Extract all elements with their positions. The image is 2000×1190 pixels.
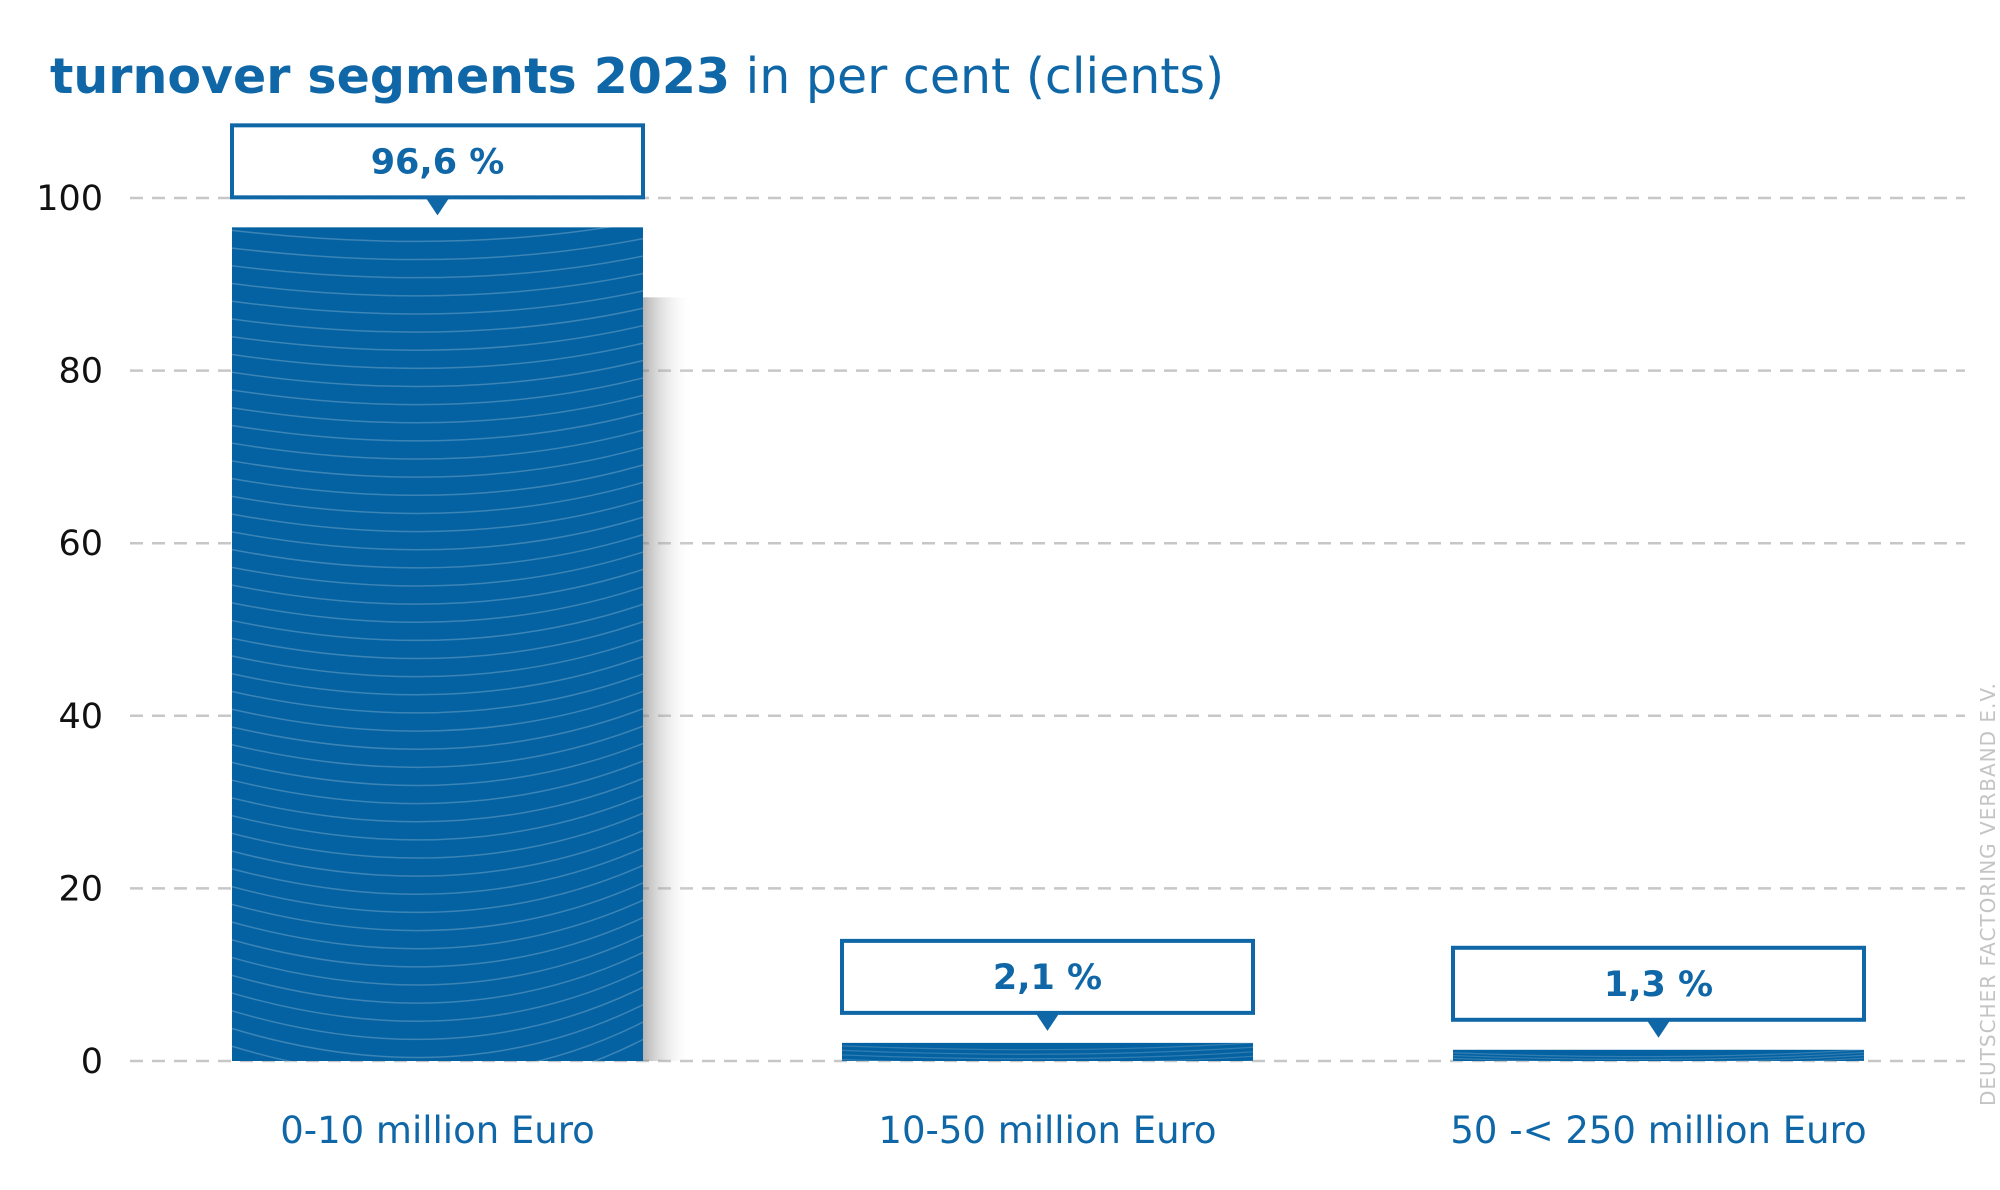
- bar-texture-line: [231, 551, 644, 587]
- bar-texture-2: [841, 1042, 1254, 1069]
- bar-texture-line: [231, 499, 644, 533]
- bar-texture-line: [231, 220, 644, 243]
- bar-texture-line: [231, 342, 644, 370]
- value-callout-box-1: [230, 123, 645, 200]
- bar-texture-line: [231, 516, 644, 551]
- category-label-3: 50 -< 250 million Euro: [1450, 1109, 1866, 1152]
- bar-texture-line: [231, 237, 644, 261]
- bar-texture-line: [231, 742, 644, 787]
- bar-texture-line: [231, 620, 644, 660]
- bar-texture-line: [231, 568, 644, 605]
- bar-2: [842, 1042, 1253, 1061]
- bar-texture-line: [231, 359, 644, 388]
- bar-shadow: [643, 297, 693, 1061]
- bar-texture-line: [231, 655, 644, 696]
- bar-texture-line: [1452, 1060, 1865, 1069]
- bar-texture-line: [231, 969, 644, 1022]
- y-tick-label: 40: [58, 697, 103, 737]
- bar-3: [1453, 1049, 1864, 1061]
- bar-texture-line: [231, 986, 644, 1041]
- bar-texture-line: [231, 725, 644, 769]
- bar-texture-line: [231, 847, 644, 896]
- bar-texture-line: [231, 812, 644, 859]
- bar-texture-line: [231, 255, 644, 279]
- bar-texture-line: [231, 481, 644, 515]
- y-axis-tick-labels: 0 20 40 60 80 100: [36, 179, 103, 1082]
- value-callout-pointer-3: [1646, 1019, 1671, 1038]
- bar-texture-line: [1452, 1057, 1865, 1066]
- bar-texture-line: [841, 1042, 1254, 1051]
- y-tick-label: 100: [36, 179, 103, 219]
- bar-texture-line: [231, 708, 644, 750]
- chart-title-rest: in per cent (clients): [746, 48, 1225, 105]
- bar-texture-line: [231, 324, 644, 351]
- bar-texture-line: [841, 1051, 1254, 1060]
- value-callout-pointer-1: [425, 197, 450, 216]
- bar-texture-line: [231, 690, 644, 732]
- bar-texture-line: [231, 412, 644, 442]
- bar-texture-line: [231, 777, 644, 823]
- bar-texture-line: [231, 829, 644, 877]
- bars: [231, 220, 1865, 1095]
- x-axis-category-labels: 0-10 million Euro 10-50 million Euro 50 -<…: [280, 1109, 1866, 1152]
- bar-texture-line: [231, 1038, 644, 1095]
- chart-title: turnover segments 2023 in per cent (clie…: [50, 48, 1224, 105]
- chart-title-bold: turnover segments 2023: [50, 48, 730, 105]
- y-tick-label: 20: [58, 869, 103, 909]
- bar-texture-line: [231, 446, 644, 478]
- value-label-2: 2,1 %: [993, 958, 1102, 998]
- bar-texture-line: [841, 1060, 1254, 1069]
- bar-texture-line: [231, 638, 644, 678]
- bar-texture-line: [231, 290, 644, 315]
- value-callout-pointer-2: [1035, 1012, 1060, 1031]
- bar-texture-line: [231, 916, 644, 968]
- bar-texture-line: [231, 951, 644, 1004]
- bar-texture-line: [231, 795, 644, 841]
- category-label-1: 0-10 million Euro: [280, 1109, 595, 1152]
- bar-texture-line: [841, 1055, 1254, 1064]
- bar-texture-3: [1452, 1049, 1865, 1069]
- bar-texture-line: [231, 673, 644, 714]
- bar-texture-line: [231, 603, 644, 642]
- bar-texture-1: [231, 220, 644, 1095]
- bar-texture-line: [231, 899, 644, 950]
- bar-1: [232, 227, 643, 1062]
- bar-texture-line: [1452, 1054, 1865, 1063]
- value-callout-box-2: [840, 938, 1255, 1015]
- bar-texture-line: [231, 1004, 644, 1059]
- bar-texture-line: [231, 533, 644, 569]
- value-label-3: 1,3 %: [1604, 965, 1713, 1005]
- value-label-1: 96,6 %: [371, 142, 505, 182]
- y-tick-label: 60: [58, 524, 103, 564]
- bar-texture-line: [231, 864, 644, 914]
- source-label: DEUTSCHER FACTORING VERBAND E.V.: [1976, 682, 2000, 1106]
- bar-texture-line: [1452, 1049, 1865, 1058]
- bar-texture-line: [231, 307, 644, 333]
- value-callouts: 96,6 % 2,1 % 1,3 %: [230, 123, 1866, 1038]
- bar-texture-line: [231, 882, 644, 932]
- bar-texture-line: [231, 1021, 644, 1077]
- bar-texture-line: [231, 934, 644, 986]
- bar-texture-line: [231, 586, 644, 624]
- bar-texture-line: [231, 760, 644, 805]
- bar-texture-line: [231, 377, 644, 406]
- y-tick-label: 80: [58, 352, 103, 392]
- bar-texture-line: [231, 394, 644, 424]
- y-tick-label: 0: [81, 1042, 103, 1082]
- bar-texture-line: [1452, 1051, 1865, 1061]
- bar-texture-line: [231, 429, 644, 460]
- bar-texture-line: [841, 1046, 1254, 1055]
- bar-texture-line: [231, 272, 644, 297]
- category-label-2: 10-50 million Euro: [878, 1109, 1216, 1152]
- bar-texture-line: [231, 464, 644, 497]
